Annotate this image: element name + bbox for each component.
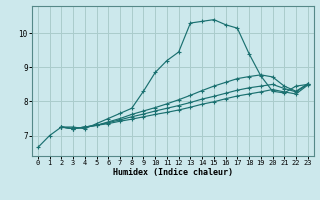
X-axis label: Humidex (Indice chaleur): Humidex (Indice chaleur): [113, 168, 233, 177]
